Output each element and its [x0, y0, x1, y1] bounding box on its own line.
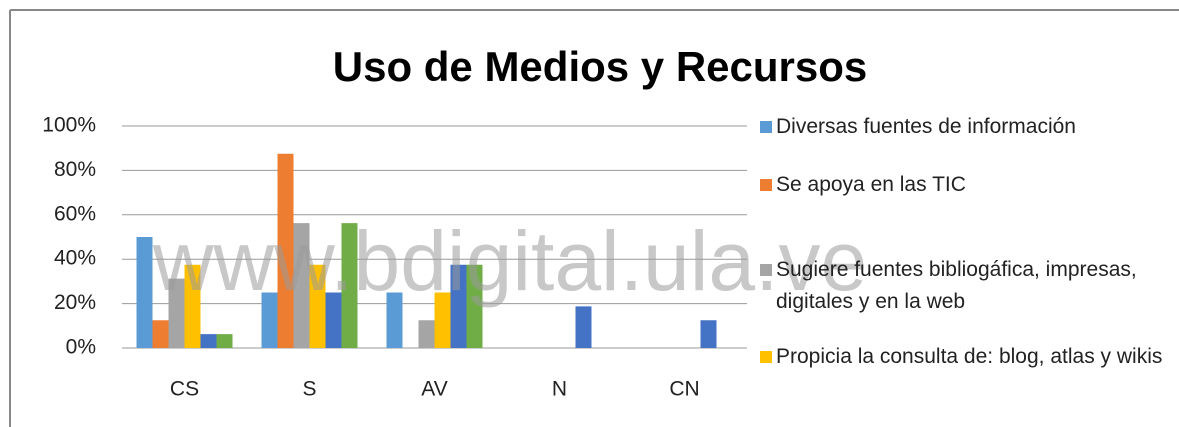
- y-tick-label: 60%: [54, 202, 96, 225]
- bar: [261, 292, 278, 348]
- bar: [575, 306, 592, 348]
- bar: [277, 153, 294, 348]
- bar: [325, 292, 342, 348]
- legend-swatch: [760, 179, 772, 191]
- bar: [152, 320, 169, 348]
- legend-swatch: [760, 264, 772, 276]
- legend-label: Se apoya en las TIC: [776, 173, 966, 196]
- y-tick-label: 40%: [54, 247, 96, 270]
- legend-swatch: [760, 121, 772, 133]
- legend-entry: Diversas fuentes de información: [760, 111, 1171, 143]
- y-tick-label: 100%: [42, 114, 96, 137]
- legend-label: Sugiere fuentes bibliogáfica, impresas, …: [776, 258, 1137, 313]
- legend-swatch: [760, 351, 772, 363]
- y-tick-label: 80%: [54, 158, 96, 181]
- bar: [136, 237, 153, 348]
- bar: [293, 223, 310, 348]
- legend-label: Diversas fuentes de información: [776, 115, 1076, 138]
- x-tick-label: CS: [170, 378, 199, 401]
- bar: [386, 292, 403, 348]
- bar: [184, 264, 201, 348]
- legend-entry: Se apoya en las TIC: [760, 169, 1171, 201]
- x-tick-label: CN: [669, 378, 699, 401]
- bar: [434, 292, 451, 348]
- x-tick-label: N: [552, 378, 567, 401]
- bar: [200, 334, 217, 348]
- bar: [466, 264, 483, 348]
- legend-entry: Propicia la consulta de: blog, atlas y w…: [760, 341, 1171, 373]
- bar: [341, 223, 358, 348]
- legend-entry: Sugiere fuentes bibliogáfica, impresas, …: [760, 254, 1171, 318]
- bar: [168, 278, 185, 348]
- bar: [700, 320, 717, 348]
- bar: [309, 264, 326, 348]
- bar: [450, 264, 467, 348]
- y-tick-label: 0%: [66, 336, 96, 359]
- legend-label: Propicia la consulta de: blog, atlas y w…: [776, 345, 1163, 368]
- bar: [216, 334, 233, 348]
- x-tick-label: S: [302, 378, 316, 401]
- bar: [418, 320, 435, 348]
- watermark: www.bdigital.ula.ve: [152, 214, 867, 308]
- chart-title: Uso de Medios y Recursos: [333, 43, 868, 90]
- x-tick-label: AV: [421, 378, 447, 401]
- y-tick-label: 20%: [54, 291, 96, 314]
